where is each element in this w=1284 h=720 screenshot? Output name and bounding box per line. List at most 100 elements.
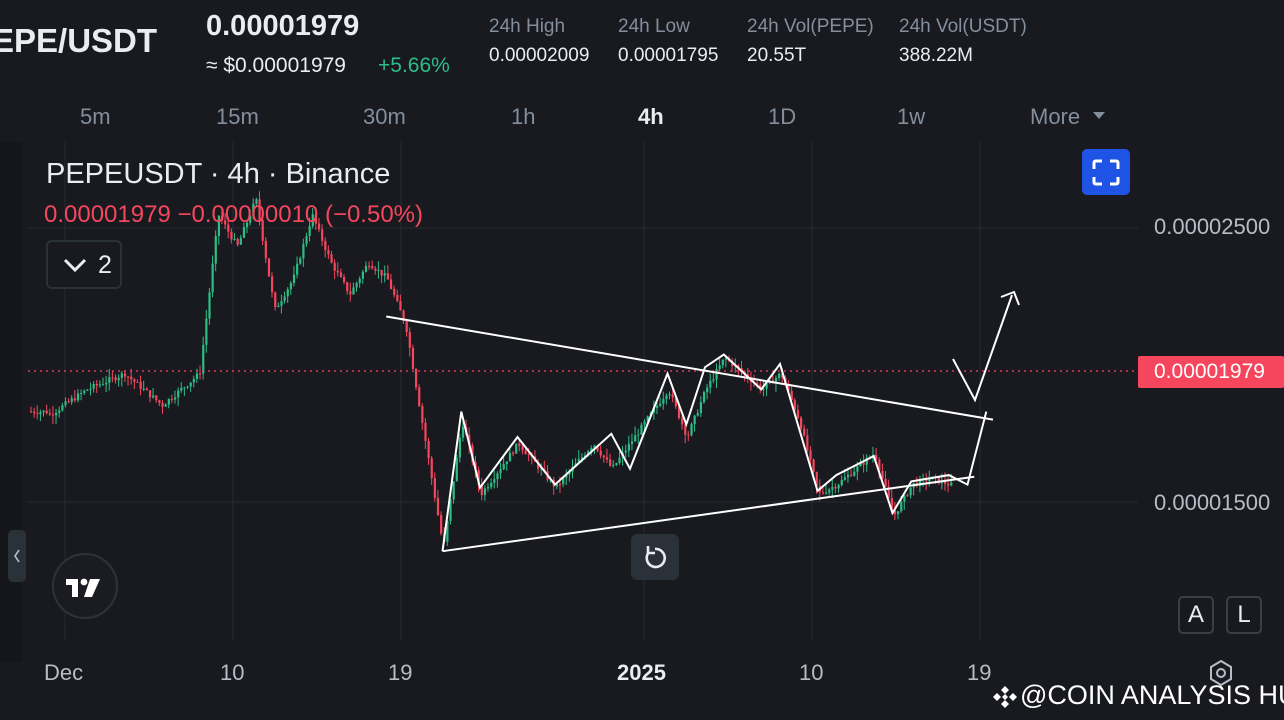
candle-body	[411, 347, 415, 370]
candle-body	[211, 263, 214, 293]
candle-body	[759, 384, 762, 390]
stat-24h-vol-base-value: 20.55T	[747, 45, 807, 66]
candle-body	[430, 458, 433, 479]
candle-body	[105, 382, 108, 385]
interval-15m[interactable]: 15m	[216, 104, 259, 129]
y-tick-label: 0.00001500	[1154, 490, 1271, 515]
candle-body	[490, 482, 493, 488]
candle-body	[236, 238, 239, 245]
interval-1d[interactable]: 1D	[768, 104, 797, 129]
candle-body	[177, 390, 180, 398]
candle-body	[130, 376, 133, 380]
candle-body	[336, 270, 339, 273]
candle-body	[837, 484, 840, 489]
candle-body	[662, 398, 665, 404]
candle-body	[928, 479, 931, 482]
tradingview-logo[interactable]	[52, 553, 118, 619]
interval-30m[interactable]: 30m	[363, 104, 406, 129]
pattern-drawings	[386, 290, 1020, 553]
candle-body	[521, 445, 524, 451]
candle-body	[364, 265, 368, 272]
legend-title: PEPEUSDT · 4h · Binance	[46, 158, 391, 190]
candle-body	[865, 457, 868, 465]
reset-icon	[645, 546, 667, 569]
candle-body	[537, 461, 540, 469]
candle-body	[762, 388, 765, 390]
candle-body	[267, 258, 271, 277]
candle-body	[386, 273, 390, 280]
candle-body	[737, 365, 740, 369]
interval-1w[interactable]: 1w	[897, 104, 926, 129]
candle-body	[264, 240, 267, 259]
candle-body	[299, 258, 302, 264]
candle-body	[458, 437, 462, 458]
candle-body	[440, 515, 443, 534]
candle-body	[486, 487, 490, 489]
x-tick-label: Dec	[44, 660, 84, 685]
candle-body	[502, 464, 505, 470]
candle-body	[909, 487, 912, 496]
candle-body	[690, 424, 693, 436]
candle-body	[139, 381, 142, 389]
side-panel-toggle[interactable]	[8, 530, 26, 582]
candle-body	[756, 383, 759, 385]
settings-icon[interactable]	[1206, 658, 1236, 688]
interval-5m[interactable]: 5m	[80, 104, 111, 129]
candle-body	[58, 410, 61, 413]
candle-body	[787, 384, 790, 391]
reset-chart-button[interactable]	[631, 534, 679, 580]
tradingview-logo-icon	[66, 578, 100, 597]
legend-collapse-count: 2	[98, 251, 112, 279]
price-chart[interactable]	[0, 142, 1284, 662]
fullscreen-button[interactable]	[1082, 149, 1130, 195]
candle-body	[239, 237, 242, 245]
candle-body	[518, 443, 521, 446]
candle-body	[853, 471, 856, 476]
candle-body	[659, 403, 662, 406]
candle-body	[859, 462, 862, 467]
candle-body	[321, 229, 324, 241]
candle-body	[602, 455, 605, 458]
candle-body	[624, 450, 627, 453]
fullscreen-icon	[1092, 159, 1120, 186]
candle-body	[399, 300, 402, 311]
zigzag-wave	[441, 353, 988, 552]
candle-body	[724, 358, 728, 360]
candle-body	[577, 459, 580, 464]
candle-body	[900, 501, 903, 512]
interval-1h[interactable]: 1h	[511, 104, 536, 129]
candle-body	[856, 466, 859, 472]
candle-body	[192, 378, 195, 383]
candle-body	[242, 227, 246, 238]
candle-body	[355, 283, 358, 288]
candle-body	[195, 373, 199, 379]
candle-body	[712, 379, 715, 381]
candle-body	[524, 450, 527, 455]
candle-body	[136, 381, 139, 383]
candle-body	[806, 435, 809, 451]
candle-body	[634, 435, 637, 442]
candle-body	[186, 386, 189, 388]
legend-collapse-button[interactable]: 2	[46, 240, 122, 289]
candle-body	[540, 468, 543, 470]
auto-scale-button[interactable]: A	[1178, 596, 1214, 634]
candlesticks	[30, 191, 953, 546]
candle-body	[377, 269, 380, 271]
candle-body	[155, 395, 158, 401]
candle-body	[696, 413, 699, 416]
candle-body	[280, 301, 283, 306]
candle-body	[208, 292, 211, 319]
candle-body	[349, 291, 352, 295]
candle-body	[637, 434, 640, 436]
interval-more[interactable]: More	[1030, 104, 1106, 130]
interval-4h[interactable]: 4h	[638, 104, 664, 129]
log-scale-button[interactable]: L	[1226, 596, 1262, 634]
candle-body	[339, 272, 343, 278]
candle-body	[227, 224, 230, 232]
candle-body	[36, 413, 39, 415]
candle-body	[687, 434, 690, 436]
pair-symbol[interactable]: EPE/USDT	[0, 22, 158, 59]
chevron-down-icon	[63, 258, 87, 273]
candle-body	[389, 279, 393, 289]
candle-body	[706, 387, 709, 393]
